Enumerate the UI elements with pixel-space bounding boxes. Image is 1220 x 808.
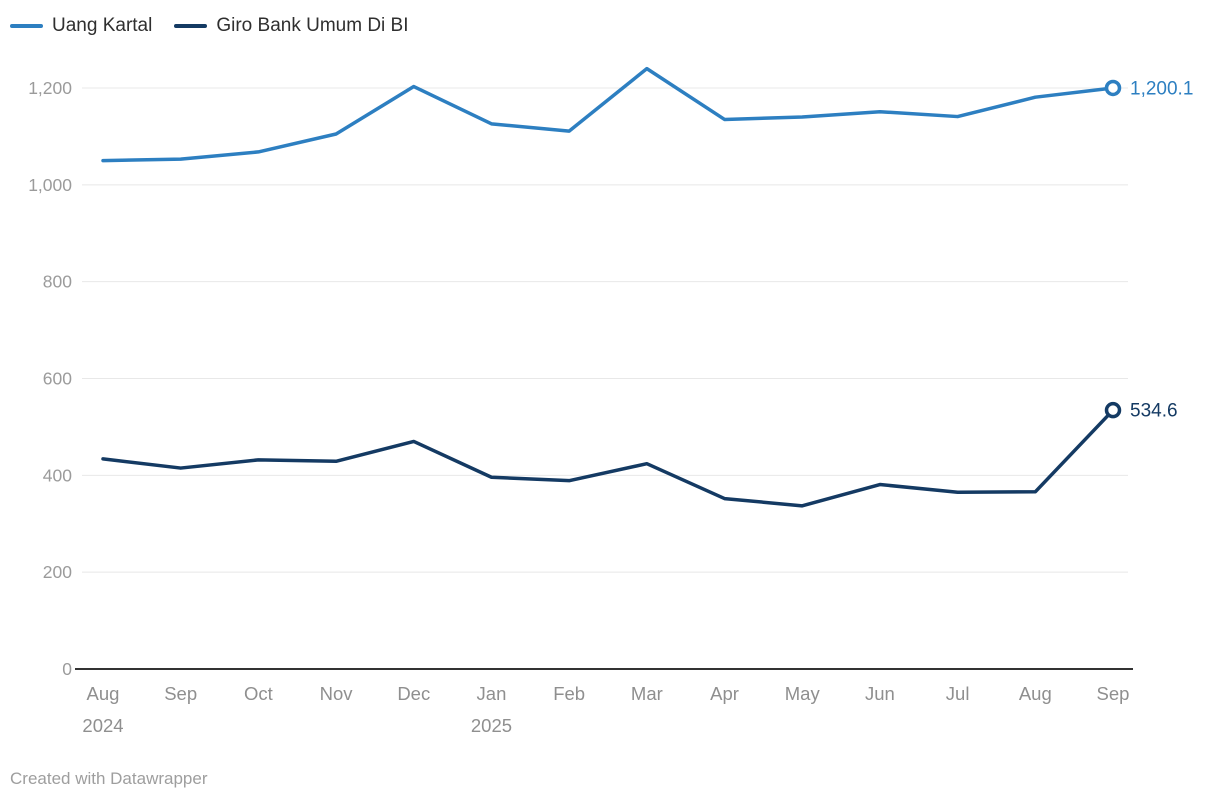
end-value-label-giro-bank-umum-di-bi: 534.6 — [1130, 401, 1178, 422]
x-axis-month-label: Apr — [710, 683, 739, 704]
datawrapper-attribution-link[interactable]: Created with Datawrapper — [10, 769, 208, 788]
x-axis-month-label: Feb — [553, 683, 585, 704]
legend-swatch-giro-bank — [174, 23, 208, 28]
legend-label: Giro Bank Umum Di BI — [216, 15, 409, 36]
legend-item-uang-kartal: Uang Kartal — [10, 16, 152, 35]
x-axis-month-label: May — [785, 683, 821, 704]
end-point-marker-uang-kartal — [1104, 79, 1122, 97]
series-line-giro-bank-umum-di-bi — [101, 408, 1115, 508]
y-axis-tick-label: 1,200 — [28, 78, 72, 98]
end-point-marker-giro-bank-umum-di-bi — [1104, 401, 1122, 419]
x-axis-month-label: Jun — [865, 683, 895, 704]
x-axis-month-label: Jul — [946, 683, 970, 704]
x-axis-month-label: Mar — [631, 683, 663, 704]
y-axis-tick-label: 200 — [43, 562, 72, 582]
x-axis-month-label: Jan — [477, 683, 507, 704]
legend-swatch-uang-kartal — [10, 23, 43, 28]
x-axis-year-label: 2025 — [471, 715, 512, 736]
legend-label: Uang Kartal — [52, 15, 153, 36]
y-axis-tick-label: 800 — [43, 272, 72, 292]
x-axis-month-label: Aug — [1019, 683, 1052, 704]
legend-item-giro-bank: Giro Bank Umum Di BI — [174, 15, 409, 36]
x-axis-year-label: 2024 — [82, 715, 123, 736]
legend: Uang Kartal Giro Bank Umum Di BI — [10, 16, 409, 35]
series-line-uang-kartal — [101, 66, 1115, 163]
x-axis-month-label: Aug — [87, 683, 120, 704]
x-axis-month-label: Oct — [244, 683, 273, 704]
y-axis-tick-label: 0 — [62, 659, 72, 679]
x-axis-month-label: Dec — [397, 683, 430, 704]
y-axis-tick-label: 600 — [43, 369, 72, 389]
y-axis-tick-label: 1,000 — [28, 175, 72, 195]
x-axis-month-label: Sep — [164, 683, 197, 704]
x-axis-month-label: Nov — [320, 683, 354, 704]
x-axis-month-label: Sep — [1097, 683, 1130, 704]
y-axis-tick-label: 400 — [43, 465, 72, 485]
end-value-label-uang-kartal: 1,200.1 — [1130, 78, 1193, 99]
